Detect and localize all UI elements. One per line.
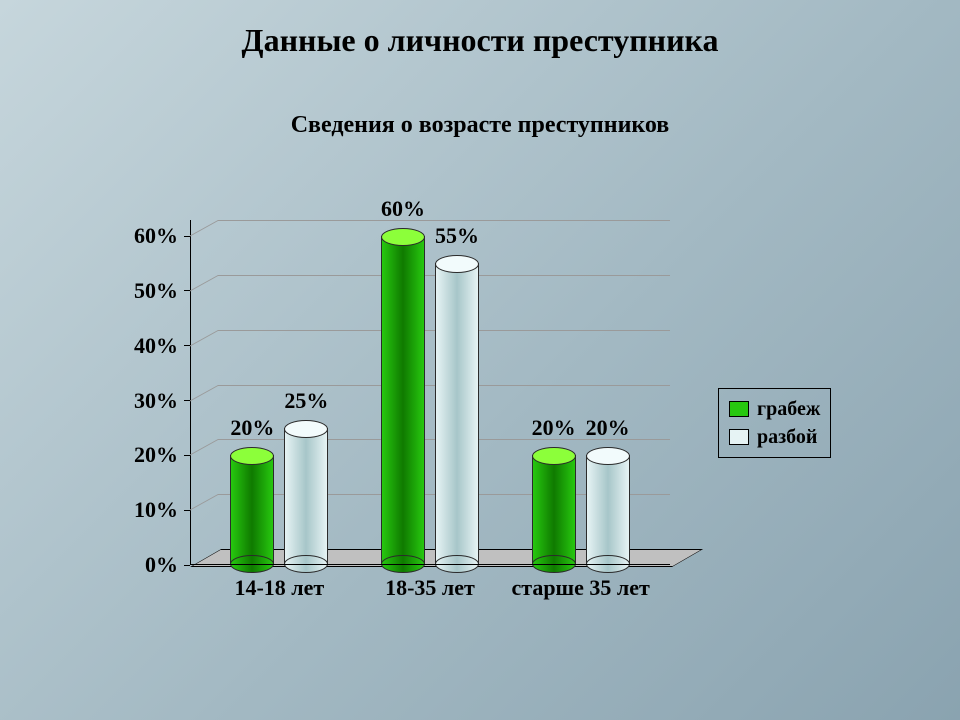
value-label: 60%: [381, 196, 425, 222]
gridline: [218, 220, 670, 221]
y-tick-label: 60%: [134, 223, 190, 249]
legend-item: грабеж: [729, 395, 820, 423]
value-label: 25%: [284, 388, 328, 414]
page-title: Данные о личности преступника: [0, 22, 960, 59]
bar-разбой: [435, 263, 479, 565]
legend-swatch: [729, 401, 749, 417]
y-tick-label: 20%: [134, 442, 190, 468]
bar-разбой: [586, 455, 630, 565]
bar-грабеж: [230, 455, 274, 565]
x-category-label: 18-35 лет: [355, 565, 506, 601]
value-label: 55%: [435, 223, 479, 249]
bar-разбой: [284, 428, 328, 565]
chart-area: 0%10%20%30%40%50%60%14-18 лет20%25%18-35…: [190, 220, 670, 565]
x-axis: [190, 564, 670, 565]
bar-грабеж: [532, 455, 576, 565]
legend-item: разбой: [729, 423, 820, 451]
value-label: 20%: [230, 415, 274, 441]
value-label: 20%: [532, 415, 576, 441]
legend-label: разбой: [757, 423, 817, 451]
y-tick-label: 10%: [134, 497, 190, 523]
plot: 0%10%20%30%40%50%60%14-18 лет20%25%18-35…: [190, 220, 670, 565]
x-category-label: старше 35 лет: [505, 565, 656, 601]
y-tick-label: 40%: [134, 333, 190, 359]
value-label: 20%: [586, 415, 630, 441]
x-category-label: 14-18 лет: [204, 565, 355, 601]
y-tick-label: 0%: [145, 552, 190, 578]
chart-subtitle: Сведения о возрасте преступников: [0, 112, 960, 139]
y-tick-label: 50%: [134, 278, 190, 304]
legend: грабежразбой: [718, 388, 831, 458]
legend-swatch: [729, 429, 749, 445]
legend-label: грабеж: [757, 395, 820, 423]
bar-грабеж: [381, 236, 425, 565]
y-tick-label: 30%: [134, 388, 190, 414]
